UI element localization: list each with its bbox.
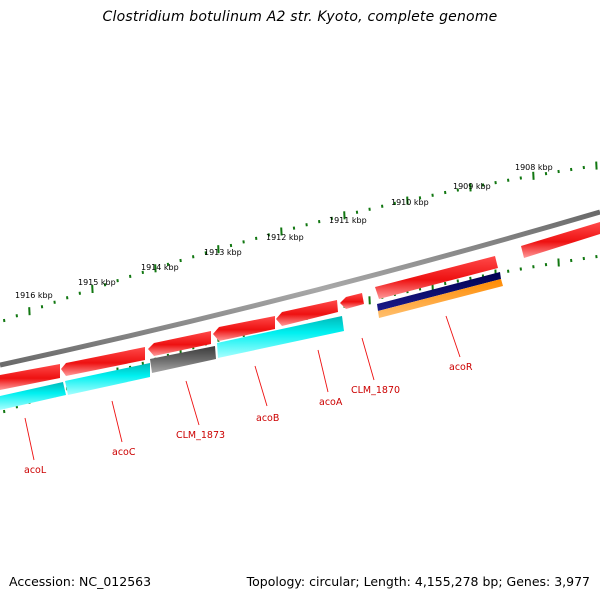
genome-backbone	[0, 209, 600, 368]
cds-feature-forward[interactable]	[375, 256, 498, 299]
cds-feature-reverse[interactable]	[377, 272, 501, 311]
accession-label: Accession: NC_012563	[9, 574, 152, 589]
gene-label-acoR[interactable]: acoR	[449, 362, 473, 373]
cds-feature-forward[interactable]	[521, 222, 600, 258]
cds-feature-forward[interactable]	[148, 331, 211, 356]
leader-line-acoB	[254, 365, 268, 407]
leader-line-acoC	[111, 400, 123, 443]
tick-label-1913: 1913 kbp	[204, 248, 242, 257]
cds-feature-forward[interactable]	[276, 300, 338, 326]
forward-strand-features	[0, 222, 600, 390]
outer-tick-marks	[3, 161, 598, 323]
cds-feature-reverse[interactable]	[378, 279, 503, 318]
cds-feature-reverse[interactable]	[65, 363, 150, 395]
tick-label-1916: 1916 kbp	[15, 291, 53, 300]
tick-label-1912: 1912 kbp	[266, 233, 304, 242]
label-leader-lines	[24, 315, 461, 461]
cds-feature-reverse[interactable]	[217, 316, 344, 358]
leader-line-CLM_1870	[361, 337, 375, 381]
tick-label-1908: 1908 kbp	[515, 163, 553, 172]
tick-label-1911: 1911 kbp	[329, 216, 367, 225]
tick-label-1909: 1909 kbp	[453, 182, 491, 191]
gene-label-acoL[interactable]: acoL	[24, 465, 47, 476]
tick-label-1914: 1914 kbp	[141, 263, 179, 272]
topology-label: Topology: circular; Length: 4,155,278 bp…	[246, 574, 590, 589]
cds-feature-forward[interactable]	[61, 347, 145, 376]
cds-feature-forward[interactable]	[0, 364, 60, 390]
reverse-strand-features	[0, 272, 503, 410]
cds-feature-reverse[interactable]	[150, 346, 216, 373]
gene-label-acoC[interactable]: acoC	[112, 447, 136, 458]
tick-labels: 1916 kbp 1915 kbp 1914 kbp 1913 kbp 1912…	[15, 163, 553, 300]
cds-feature-forward[interactable]	[340, 293, 364, 309]
cds-feature-reverse[interactable]	[0, 382, 66, 410]
leader-line-acoA	[317, 349, 329, 393]
leader-line-acoL	[24, 417, 35, 461]
gene-label-acoB[interactable]: acoB	[256, 413, 279, 424]
leader-line-acoR	[445, 315, 461, 358]
gene-labels: acoL acoC CLM_1873 acoB acoA CLM_1870 ac…	[24, 362, 473, 476]
map-title: Clostridium botulinum A2 str. Kyoto, com…	[102, 9, 498, 25]
tick-label-1910: 1910 kbp	[391, 198, 429, 207]
tick-label-1915: 1915 kbp	[78, 278, 116, 287]
cds-feature-forward[interactable]	[213, 316, 275, 341]
leader-line-CLM_1873	[185, 380, 200, 426]
gene-label-CLM_1873[interactable]: CLM_1873	[176, 430, 225, 441]
gene-label-CLM_1870[interactable]: CLM_1870	[351, 385, 400, 396]
gene-label-acoA[interactable]: acoA	[319, 397, 343, 408]
